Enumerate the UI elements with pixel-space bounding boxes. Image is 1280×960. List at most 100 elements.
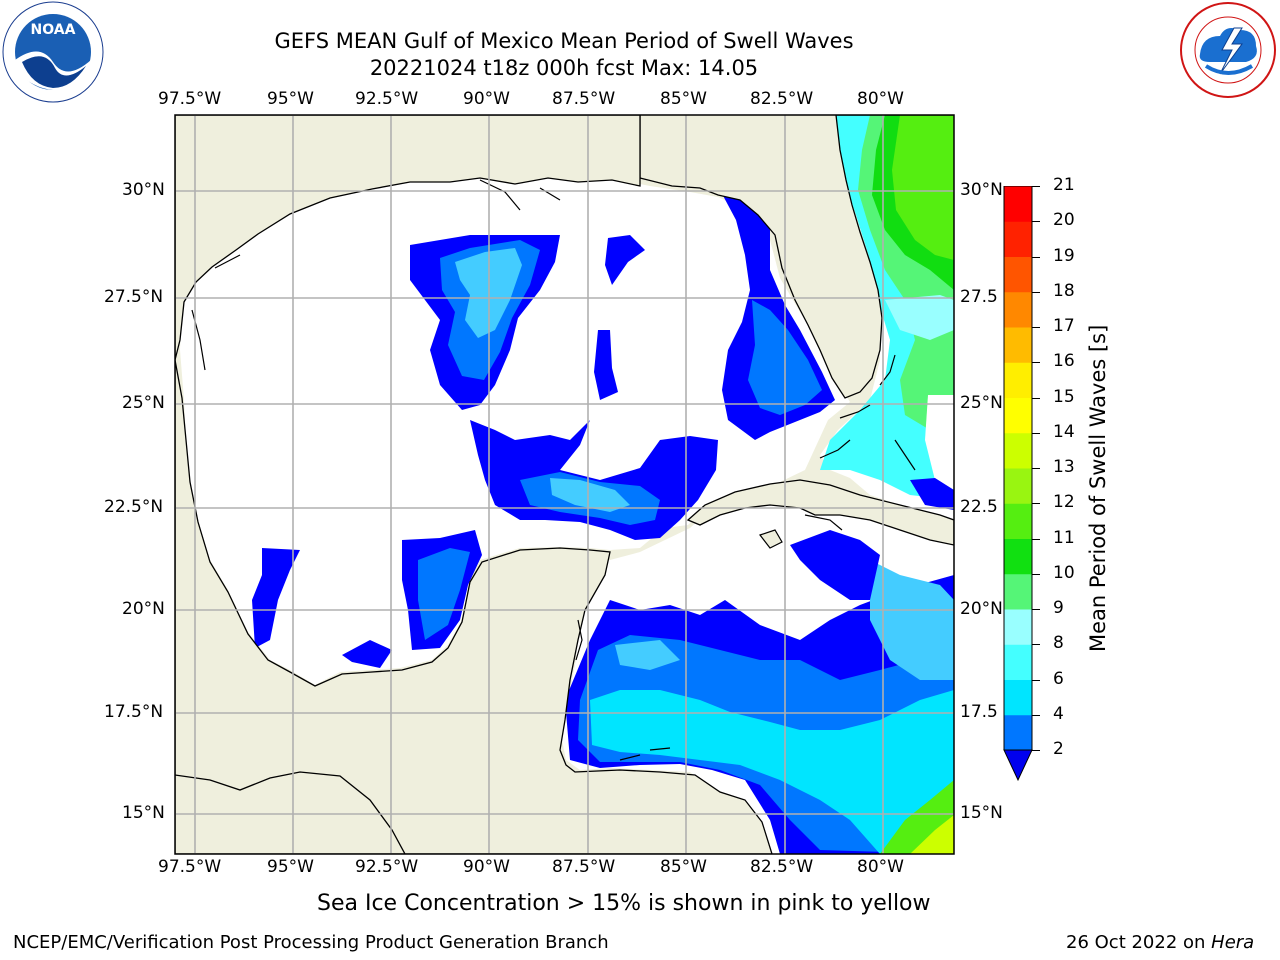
- florida-land: [639, 115, 954, 399]
- lon-label-top: 92.5°W: [355, 89, 419, 109]
- colorbar-ticks: 2 4 6 8 9 10 11 12 13 14 15 16 17 18 19 20 21: [1032, 0, 1100, 960]
- lat-label-left: 30°N: [122, 180, 165, 200]
- colorbar-tick-mark: [1032, 573, 1040, 575]
- swell-patch: [870, 560, 954, 680]
- lon-label-bottom: 92.5°W: [355, 857, 419, 877]
- map-frame: [174, 114, 955, 855]
- footer-date-text: 26 Oct 2022 on: [1066, 932, 1212, 953]
- lat-label-left: 27.5°N: [104, 287, 164, 307]
- island: [539, 187, 561, 201]
- swell-patch: [590, 690, 954, 854]
- swell-patch: [605, 235, 645, 285]
- mexico-land: [175, 359, 773, 854]
- lon-label-bottom: 97.5°W: [158, 857, 222, 877]
- lat-label-right: 22.5: [960, 497, 998, 517]
- colorbar-tick-mark: [1032, 256, 1040, 258]
- lat-label-left: 25°N: [122, 393, 165, 413]
- colorbar-tick-label: 11: [1053, 527, 1075, 548]
- colorbar-tick-mark: [1032, 750, 1040, 751]
- lat-label-left: 22.5°N: [104, 497, 164, 517]
- colorbar-tick-label: 13: [1053, 457, 1075, 477]
- colorbar-tick-mark: [1032, 432, 1040, 434]
- colorbar-tick-mark: [1032, 644, 1040, 646]
- island: [649, 747, 671, 751]
- colorbar-tick-label: 17: [1053, 316, 1075, 336]
- colorbar-tick-label: 16: [1053, 351, 1075, 372]
- swell-patch: [252, 548, 300, 648]
- swell-patch: [615, 640, 680, 670]
- footer-date: 26 Oct 2022 on Hera: [1066, 932, 1254, 953]
- colorbar-under-triangle: [1003, 749, 1033, 782]
- colorbar-tick-label: 6: [1053, 668, 1064, 689]
- lat-label-left: 15°N: [122, 803, 165, 823]
- lat-label-right: 27.5: [960, 287, 998, 307]
- colorbar-segment: [1004, 327, 1032, 363]
- noaa-logo: NOAA: [0, 0, 106, 106]
- map-gridlines: [175, 115, 954, 854]
- colorbar-segment: [1004, 397, 1032, 434]
- swell-patch: [885, 295, 954, 340]
- swell-patch: [925, 395, 954, 490]
- colorbar-tick-label: 14: [1053, 421, 1075, 442]
- island: [819, 439, 851, 459]
- colorbar-segment: [1004, 256, 1032, 293]
- island: [619, 754, 641, 761]
- colorbar-tick-label: 15: [1053, 386, 1075, 407]
- lon-label-bottom: 90°W: [463, 857, 510, 877]
- lat-label-right: 30°N: [960, 180, 1003, 200]
- lon-label-bottom: 80°W: [857, 857, 904, 877]
- colorbar-segment: [1004, 714, 1032, 751]
- colorbar-tick-label: 19: [1053, 245, 1075, 266]
- chart-title: GEFS MEAN Gulf of Mexico Mean Period of …: [274, 29, 854, 53]
- lon-label-bottom: 95°W: [267, 857, 314, 877]
- noaa-logo-text: NOAA: [31, 22, 76, 38]
- island: [894, 439, 916, 471]
- footer-host: Hera: [1211, 932, 1255, 953]
- island: [804, 514, 843, 531]
- colorbar-tick-mark: [1032, 291, 1040, 293]
- lon-label-top: 82.5°W: [750, 89, 814, 109]
- lon-label-bottom: 82.5°W: [750, 857, 814, 877]
- colorbar-tick-label: 18: [1053, 280, 1075, 301]
- lon-label-top: 85°W: [660, 89, 707, 109]
- colorbar-tick-mark: [1032, 714, 1040, 716]
- colorbar-segment: [1004, 221, 1032, 257]
- lat-label-right: 17.5: [960, 702, 998, 722]
- swell-patch: [418, 548, 470, 640]
- lat-label-right: 15°N: [960, 803, 1003, 823]
- swell-patch: [892, 115, 954, 260]
- colorbar-tick-mark: [1032, 327, 1040, 328]
- colorbar-segment: [1004, 432, 1032, 469]
- colorbar-segment: [1004, 538, 1032, 575]
- colorbar-tick-mark: [1032, 538, 1040, 540]
- colorbar-segment: [1004, 186, 1032, 222]
- colorbar-segment: [1004, 644, 1032, 680]
- lon-label-top: 87.5°W: [552, 89, 616, 109]
- gulf-water: [180, 176, 850, 685]
- colorbar-segment: [1004, 573, 1032, 610]
- colorbar-tick-mark: [1032, 186, 1040, 187]
- swell-patch: [550, 478, 630, 512]
- lon-label-top: 80°W: [857, 89, 904, 109]
- chart-subtitle: 20221024 t18z 000h fcst Max: 14.05: [369, 56, 759, 80]
- lat-label-left: 17.5°N: [104, 702, 164, 722]
- colorbar-tick-mark: [1032, 679, 1040, 681]
- colorbar-segment: [1004, 468, 1032, 504]
- colorbar-tick-mark: [1032, 397, 1040, 399]
- lat-label-right: 20°N: [960, 599, 1003, 619]
- lon-label-top: 90°W: [463, 89, 510, 109]
- colorbar-tick-mark: [1032, 609, 1040, 610]
- colorbar-segment: [1004, 503, 1032, 539]
- colorbar-tick-label: 2: [1053, 739, 1064, 759]
- colorbar-tick-label: 10: [1053, 562, 1075, 583]
- colorbar: [1000, 185, 1040, 786]
- island: [839, 404, 871, 419]
- lon-label-top: 97.5°W: [158, 89, 222, 109]
- swell-patch: [910, 478, 954, 510]
- colorbar-label: Mean Period of Swell Waves [s]: [1086, 324, 1110, 652]
- colorbar-tick-label: 8: [1053, 633, 1064, 654]
- colorbar-segment: [1004, 362, 1032, 398]
- island: [575, 619, 583, 661]
- colorbar-segment: [1004, 609, 1032, 645]
